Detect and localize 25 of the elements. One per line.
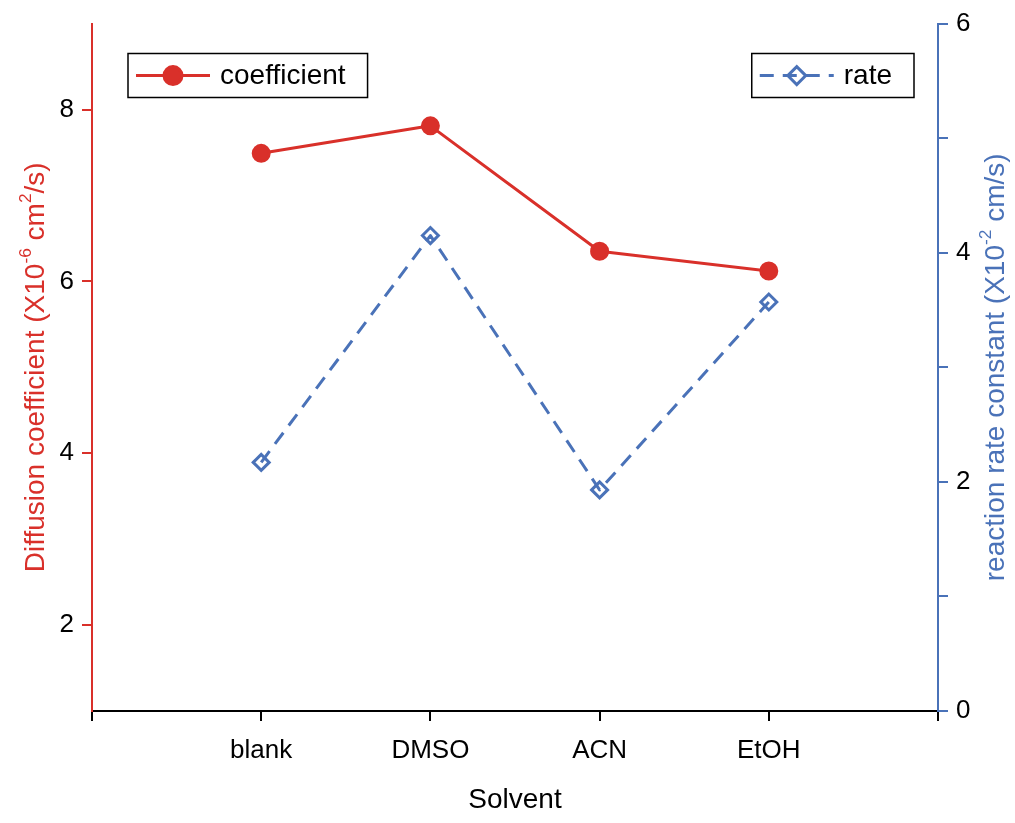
y2-tick-label: 6 (956, 6, 971, 37)
point (759, 261, 779, 281)
point (420, 116, 440, 136)
y-tick-label: 2 (59, 608, 74, 639)
y2-tick-label: 0 (956, 694, 971, 725)
legend-label: rate (843, 59, 892, 91)
x-tick-label: blank (230, 733, 294, 764)
point (251, 452, 271, 472)
x-tick-label: DMSO (391, 733, 470, 764)
y2-tick-label: 2 (956, 465, 971, 496)
legend-label: coefficient (220, 59, 346, 91)
point (590, 241, 610, 261)
y2-axis-title: reaction rate constant (X10-2 cm/s) (974, 153, 1010, 582)
y2-tick-label: 4 (956, 235, 971, 266)
x-tick-label: ACN (572, 733, 628, 764)
point (420, 226, 440, 246)
point (759, 292, 779, 312)
y-tick-label: 8 (59, 92, 74, 123)
x-axis-title: Solvent (468, 782, 562, 814)
point (590, 480, 610, 500)
y-tick-label: 4 (59, 436, 74, 467)
y-tick-label: 6 (59, 264, 74, 295)
point (251, 143, 271, 163)
y-axis-title: Diffusion coefficient (X10-6 cm2/s) (14, 162, 50, 573)
x-tick-label: EtOH (737, 733, 801, 764)
